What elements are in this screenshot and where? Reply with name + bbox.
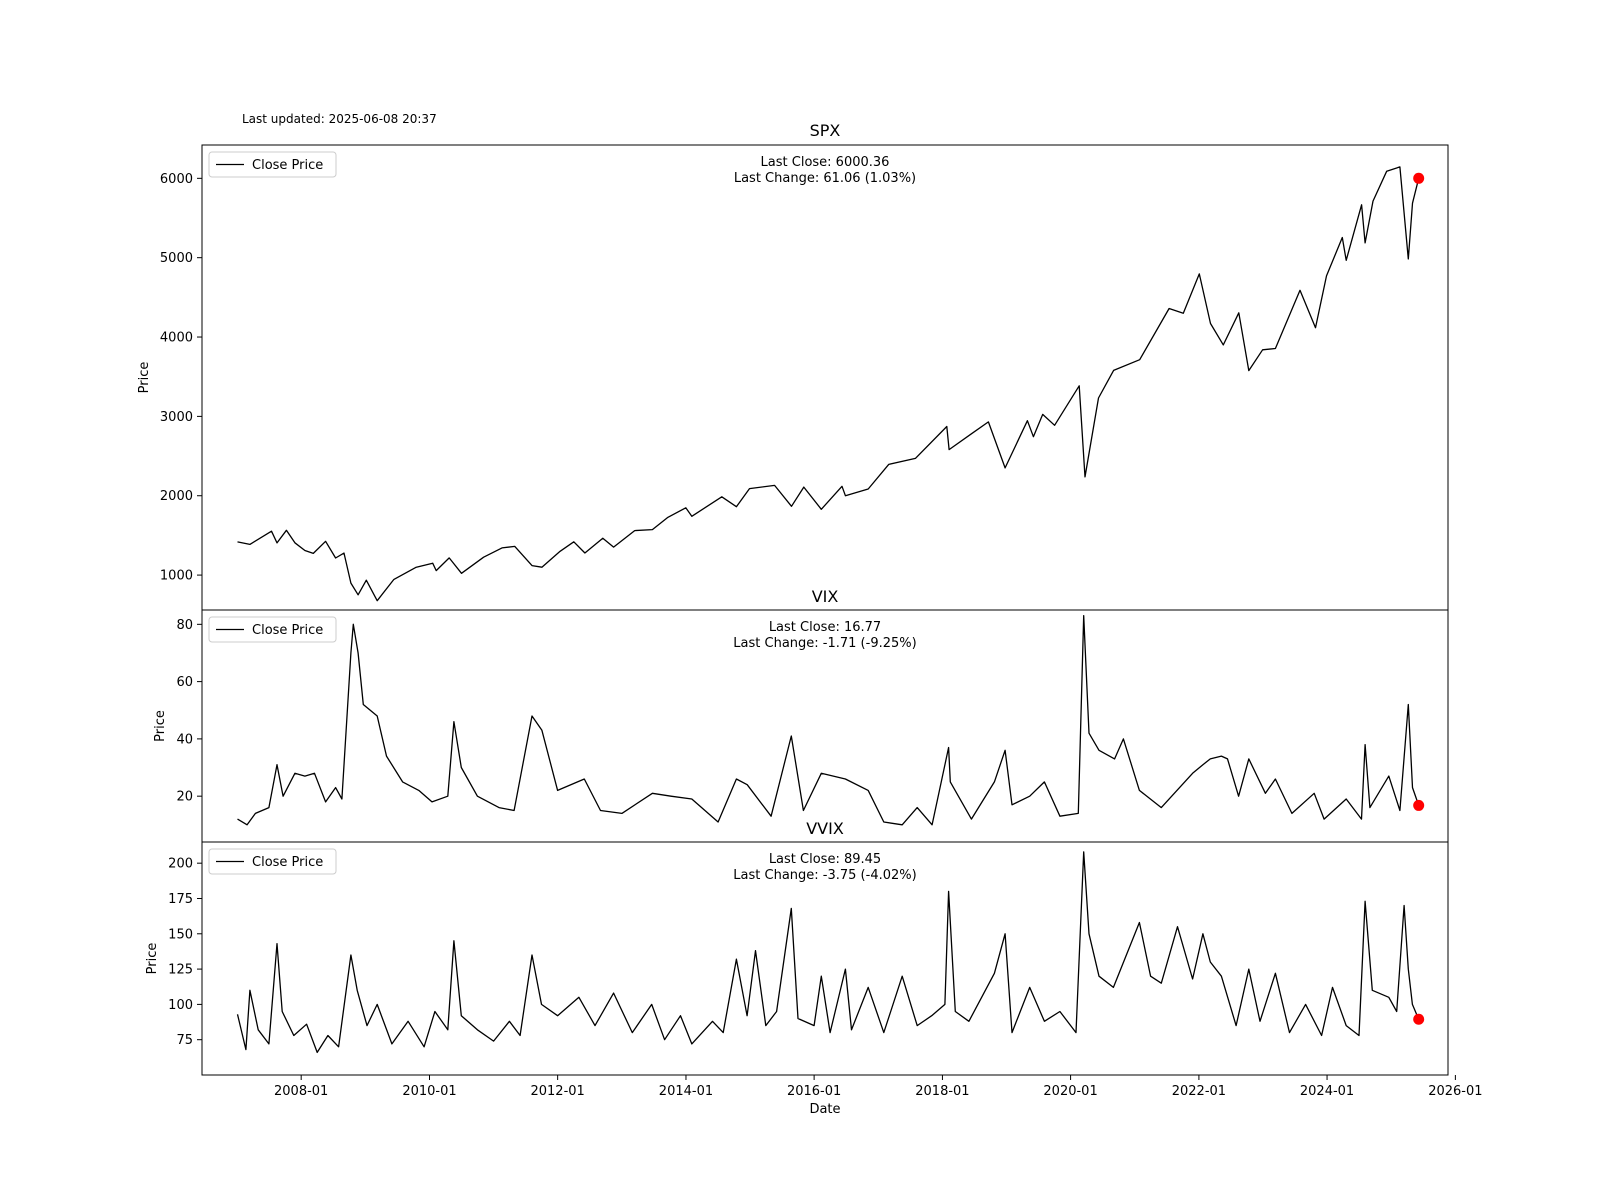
y-tick-label: 40 bbox=[176, 732, 193, 747]
last-close-text: Last Close: 6000.36 bbox=[761, 155, 890, 170]
x-tick-label: 2008-01 bbox=[274, 1084, 328, 1099]
y-tick-label: 20 bbox=[176, 790, 193, 805]
y-tick-label: 6000 bbox=[160, 172, 193, 187]
y-tick-label: 4000 bbox=[160, 331, 193, 346]
axes-frame bbox=[201, 144, 1449, 611]
legend: Close Price bbox=[208, 848, 337, 875]
legend: Close Price bbox=[208, 151, 337, 178]
y-tick-label: 2000 bbox=[160, 489, 193, 504]
y-tick-label: 125 bbox=[168, 963, 193, 978]
spx-panel: SPX 1000 2000 3000 4000 5000 6000 Price Last Clo… bbox=[137, 121, 1449, 611]
chart-title: SPX bbox=[810, 121, 841, 140]
chart-title: VIX bbox=[812, 587, 839, 606]
x-tick-label: 2012-01 bbox=[530, 1084, 584, 1099]
last-change-text: Last Change: 61.06 (1.03%) bbox=[734, 171, 916, 186]
y-tick-label: 75 bbox=[176, 1033, 193, 1048]
chart-title: VVIX bbox=[806, 819, 844, 838]
legend: Close Price bbox=[208, 616, 337, 643]
y-tick-label: 100 bbox=[168, 998, 193, 1013]
x-tick-label: 2020-01 bbox=[1043, 1084, 1097, 1099]
axes-frame bbox=[201, 841, 1449, 1076]
last-close-marker bbox=[1413, 799, 1425, 811]
series-line-close-price bbox=[236, 851, 1420, 1054]
x-tick-label: 2024-01 bbox=[1300, 1084, 1354, 1099]
y-tick-label: 175 bbox=[168, 892, 193, 907]
legend-label: Close Price bbox=[252, 855, 323, 870]
legend-label: Close Price bbox=[252, 623, 323, 638]
y-axis-label: Price bbox=[137, 362, 152, 394]
x-tick-label: 2014-01 bbox=[659, 1084, 713, 1099]
y-tick-label: 200 bbox=[168, 857, 193, 872]
series-line-close-price bbox=[237, 615, 1420, 826]
x-axis-label: Date bbox=[809, 1102, 840, 1117]
x-tick-label: 2018-01 bbox=[915, 1084, 969, 1099]
y-tick-label: 3000 bbox=[160, 410, 193, 425]
y-tick-label: 80 bbox=[176, 618, 193, 633]
x-tick-label: 2010-01 bbox=[402, 1084, 456, 1099]
last-change-text: Last Change: -1.71 (-9.25%) bbox=[733, 636, 916, 651]
last-close-marker bbox=[1413, 172, 1425, 184]
y-tick-label: 150 bbox=[168, 927, 193, 942]
y-axis-label: Price bbox=[145, 943, 160, 975]
x-tick-label: 2016-01 bbox=[787, 1084, 841, 1099]
x-tick-label: 2022-01 bbox=[1172, 1084, 1226, 1099]
last-close-text: Last Close: 16.77 bbox=[769, 620, 881, 635]
last-close-text: Last Close: 89.45 bbox=[769, 852, 881, 867]
legend-box bbox=[208, 151, 337, 178]
legend-box bbox=[208, 848, 337, 875]
y-axis-label: Price bbox=[153, 710, 168, 742]
y-tick-label: 1000 bbox=[160, 569, 193, 584]
y-tick-label: 5000 bbox=[160, 251, 193, 266]
last-updated-text: Last updated: 2025-06-08 20:37 bbox=[242, 112, 437, 126]
last-change-text: Last Change: -3.75 (-4.02%) bbox=[733, 868, 916, 883]
y-tick-label: 60 bbox=[176, 675, 193, 690]
legend-box bbox=[208, 616, 337, 643]
vvix-panel: VVIX 75 100 125 150 175 200 Price 2008-01 2010-01… bbox=[145, 819, 1483, 1117]
legend-label: Close Price bbox=[252, 158, 323, 173]
series-line-close-price bbox=[237, 166, 1420, 602]
last-close-marker bbox=[1413, 1013, 1425, 1025]
x-tick-label: 2026-01 bbox=[1428, 1084, 1482, 1099]
